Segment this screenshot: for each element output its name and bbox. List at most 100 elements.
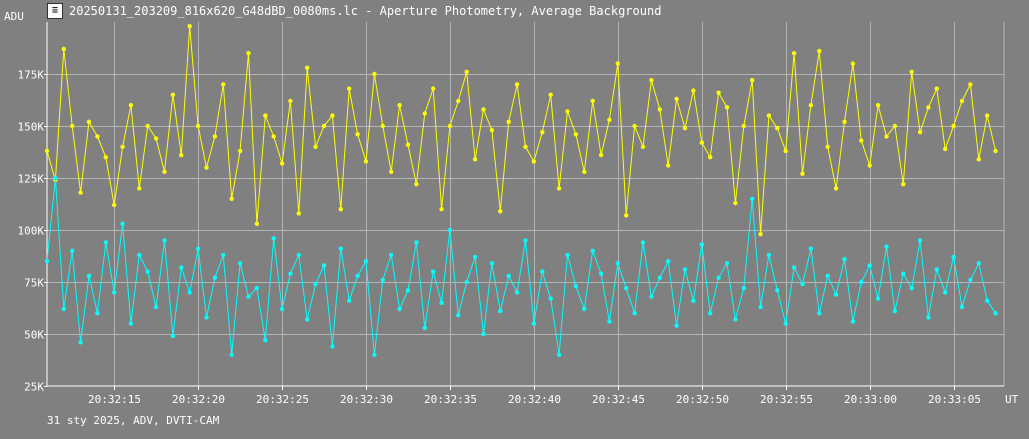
series-1-point: [624, 213, 629, 218]
series-2-point: [363, 259, 369, 264]
series-2-point: [716, 275, 721, 280]
y-tick-label: 100K: [18, 225, 45, 238]
series-2-point: [347, 298, 352, 303]
series-2-point: [296, 252, 301, 258]
series-1-point: [640, 144, 646, 149]
series-2-point: [674, 323, 679, 328]
series-2-point: [531, 321, 537, 326]
series-2-point: [195, 246, 201, 251]
series-2-point: [817, 311, 822, 316]
series-2-point: [993, 311, 998, 316]
series-1-point: [187, 24, 192, 29]
x-tick-label: 20:33:05: [928, 393, 981, 406]
series-2-point: [724, 261, 730, 266]
series-1-point: [137, 186, 142, 191]
series-2-point: [70, 248, 75, 253]
series-1-point: [540, 130, 545, 135]
series-2-point: [640, 240, 646, 245]
series-2-point: [162, 238, 167, 243]
series-2-point: [649, 294, 654, 299]
series-1-point: [128, 103, 134, 108]
x-tick-label: 20:32:35: [424, 393, 477, 406]
series-1-point: [162, 169, 167, 174]
series-2-point: [766, 252, 772, 258]
series-1-point: [985, 113, 990, 118]
series-2-point: [279, 306, 285, 312]
series-1-point: [195, 123, 201, 129]
series-2-point: [489, 261, 495, 266]
series-1-point: [70, 123, 75, 129]
series-2-point: [666, 259, 671, 264]
series-1-point: [934, 86, 939, 91]
series-2-point: [271, 236, 276, 241]
series-2-point: [556, 352, 562, 357]
series-2-point: [389, 252, 394, 258]
series-2-point: [355, 273, 360, 278]
series-1-point: [741, 123, 746, 129]
series-1-point: [61, 46, 66, 52]
series-1-point: [464, 69, 469, 75]
series-1-point: [556, 186, 562, 191]
series-1-point: [95, 134, 100, 139]
series-2-point: [447, 227, 453, 233]
series-2-point: [691, 298, 696, 303]
axes: [44, 22, 1004, 390]
series-2-point: [833, 292, 839, 297]
x-tick-label: 20:32:50: [676, 393, 729, 406]
series-1-point: [943, 146, 948, 152]
series-1-point: [246, 51, 251, 56]
series-2-point: [414, 240, 419, 245]
series-2-point: [95, 311, 100, 316]
series-1-point: [212, 134, 218, 139]
series-1-point: [976, 157, 981, 162]
series-2-point: [120, 221, 125, 226]
series-2-point: [153, 304, 159, 310]
series-2-point: [607, 319, 612, 324]
series-2-point: [582, 306, 587, 312]
series-1-point: [112, 202, 117, 208]
series-2-point: [791, 265, 797, 270]
series-1-point: [313, 144, 318, 149]
series-2-point: [548, 296, 553, 301]
series-2-point: [825, 273, 830, 278]
series-1-point: [859, 138, 864, 143]
series-2-point: [112, 290, 117, 295]
series-1-point: [733, 200, 738, 206]
series-1-point: [691, 88, 696, 93]
series-2-point: [741, 286, 746, 291]
series-1-point: [263, 113, 268, 118]
series-2-point: [917, 238, 923, 243]
series-2-point: [288, 271, 293, 276]
series-2-point: [187, 290, 192, 295]
x-tick-label: 20:32:20: [172, 393, 225, 406]
series-2-point: [179, 265, 184, 270]
series-2-point: [959, 304, 965, 310]
series-2-point: [657, 275, 662, 280]
series-2-point: [540, 269, 545, 274]
series-2-point: [439, 300, 444, 305]
series-1-point: [657, 107, 662, 112]
series-2-point: [246, 294, 251, 299]
series-1-point: [649, 78, 654, 83]
series-2-point: [221, 252, 226, 258]
title-bar: ≡ 20250131_203209_816x620_G48dBD_0080ms.…: [47, 2, 661, 20]
series-1-point: [750, 78, 755, 83]
series-1-point: [204, 165, 209, 170]
series-1-point: [909, 69, 914, 75]
series-1-point: [279, 161, 285, 166]
series-2-point: [237, 261, 243, 266]
series-2-point: [976, 261, 981, 266]
y-tick-label: 125K: [18, 173, 45, 186]
series-1-point: [338, 207, 343, 212]
series-1-point: [456, 98, 461, 104]
series-2-point: [86, 273, 92, 278]
series-1-point: [565, 109, 570, 114]
series-1-point: [397, 103, 402, 108]
series-1-point: [724, 105, 730, 110]
series-1-point: [321, 123, 327, 129]
series-1-point: [867, 163, 872, 168]
series-1-point: [296, 211, 301, 216]
series-1-point: [103, 155, 109, 160]
series-1-point: [548, 92, 553, 98]
series-2-point: [733, 317, 738, 322]
